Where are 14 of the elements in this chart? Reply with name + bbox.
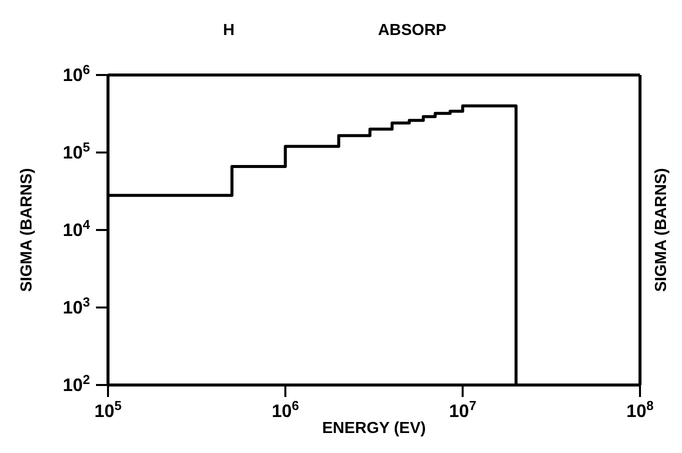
y2-axis-title: SIGMA (BARNS) (653, 168, 671, 292)
x-tick-label: 10$^{8}$ (626, 398, 654, 421)
y-tick-label: 10$^{6}$ (62, 62, 90, 85)
x-tick-label: 10$^{6}$ (272, 398, 299, 421)
chart-subtitle: ABSORP (378, 22, 446, 40)
y-tick-label: 10$^{5}$ (62, 139, 90, 162)
y-tick-label: 10$^{4}$ (62, 216, 91, 240)
chart-title: H (223, 22, 235, 40)
y-tick-label: 10$^{2}$ (62, 372, 90, 395)
x-tick-label: 10$^{5}$ (94, 398, 122, 421)
y-tick-label: 10$^{3}$ (62, 294, 90, 318)
x-tick-label: 10$^{7}$ (449, 398, 476, 421)
y-axis-title: SIGMA (BARNS) (18, 168, 36, 292)
x-axis-title: ENERGY (EV) (322, 420, 426, 437)
